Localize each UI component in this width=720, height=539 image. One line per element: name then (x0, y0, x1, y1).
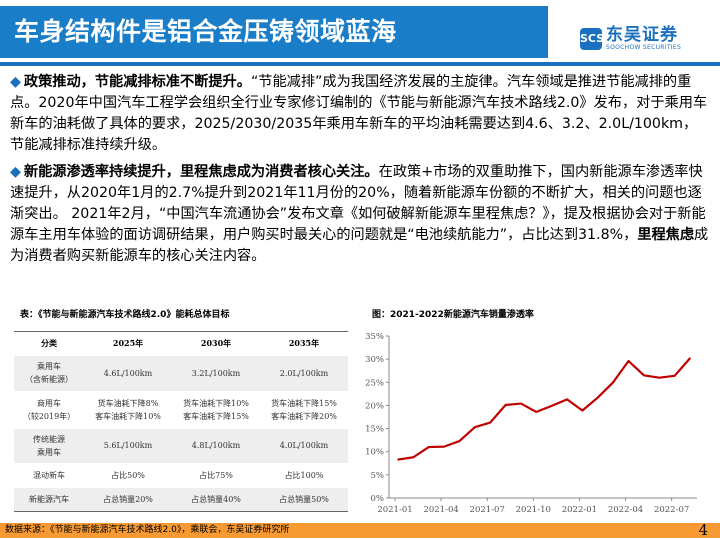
paragraph-text: 在政策+市场的双重助推下，国内新能源车渗透率快速提升，从2020年1月的2.7%… (10, 164, 706, 243)
data-point (566, 398, 568, 401)
table-cell: 4.8L/100km (172, 428, 260, 463)
data-point (412, 456, 415, 459)
chart-title: 图：2021-2022新能源汽车销量渗透率 (372, 310, 534, 320)
y-tick-label: 30% (365, 355, 384, 365)
table-cell: 占比75% (199, 470, 233, 480)
logo-cn: 东吴证券 (606, 25, 678, 45)
penetration-line-chart: 0% 5% 10% 15% 20% 25% 30% 35% 2021-01 2021-04 2021… (365, 332, 697, 515)
table-cell: 货车油耗下降15% 客车油耗下降20% (271, 398, 337, 421)
data-point (689, 357, 691, 360)
table-row: 混动新车 占比50% 占比75% 占比100% (14, 463, 348, 488)
data-point (612, 381, 614, 384)
column-header: 2035年 (288, 338, 320, 349)
table-cell: 5.6L/100km (84, 428, 173, 463)
logo-mark-icon: SCS (580, 28, 604, 50)
energy-target-table: 分类 2025年 2030年 2035年 乘用车 （含新能源） 4.6L/100km 3.2… (14, 331, 348, 512)
table-cell: 货车油耗下降8% 客车油耗下降10% (95, 398, 161, 421)
y-tick-label: 25% (365, 378, 384, 388)
paragraph-emphasis: 里程焦虑 (637, 227, 695, 243)
table-cell: 混动新车 (33, 470, 66, 480)
data-point (673, 375, 676, 377)
data-source: 数据来源：《节能与新能源汽车技术路线2.0》，乘联会，东吴证券研究所 (5, 525, 290, 535)
paragraph-heading: 政策推动，节能减排标准不断提升。 (23, 74, 251, 90)
data-point (489, 421, 492, 424)
column-header: 2030年 (200, 338, 232, 349)
data-point (474, 426, 476, 428)
page-number: 4 (698, 521, 708, 539)
footer-bar (0, 523, 720, 538)
data-point (397, 458, 399, 461)
table-cell: 货车油耗下降10% 客车油耗下降15% (183, 398, 249, 421)
table-cell: 乘用车 （含新能源） (14, 355, 85, 391)
table-cell: 3.2L/100km (172, 355, 260, 391)
y-tick-label: 0% (371, 494, 385, 504)
data-point (504, 404, 507, 406)
data-point (643, 374, 645, 377)
y-tick-label: 15% (365, 425, 384, 435)
page-title: 车身结构件是铝合金压铸领域蓝海 (0, 6, 548, 58)
y-tick-label: 10% (365, 448, 384, 458)
table-cell: 传统能源 乘用车 (14, 428, 85, 463)
table-cell: 占比100% (284, 470, 324, 480)
data-point (458, 440, 461, 442)
table-cell: 新能源汽车 (14, 487, 85, 512)
penetration-series-line (397, 357, 691, 461)
paragraph-text-end: 成为消费者购买新能源车的核心关注内容。 (10, 227, 709, 264)
column-header: 2025年 (112, 338, 144, 349)
data-point (443, 445, 445, 448)
data-point (596, 396, 599, 399)
data-point (535, 411, 538, 413)
table-cell: 4.0L/100km (260, 428, 348, 463)
data-point (658, 376, 661, 379)
paragraph-policy: ◆ 政策推动，节能减排标准不断提升。“节能减排”成为我国经济发展的主旋律。汽车领域… (10, 72, 710, 156)
table-row: 商用车 （较2019年） 货车油耗下降8% 客车油耗下降10% 货车油耗下降10% 客车油… (14, 391, 348, 429)
table-cell: 占总销量50% (260, 487, 348, 512)
table-row: 新能源汽车 占总销量20% 占总销量40% 占总销量50% (14, 487, 348, 512)
data-point (427, 446, 430, 448)
table-caption: 表：《节能与新能源汽车技术路线2.0》能耗总体目标 (20, 310, 230, 320)
x-tick-label: 2022-07 (654, 505, 689, 515)
column-header: 分类 (41, 338, 58, 349)
x-tick-label: 2022-01 (562, 505, 597, 515)
data-point (550, 405, 553, 407)
bullet-icon: ◆ (10, 74, 21, 90)
company-logo: SCS 东吴证券 SOOCHOW SECURITIES (580, 26, 681, 52)
y-tick-label: 20% (365, 401, 384, 411)
data-point (520, 402, 522, 405)
table-cell: 占比50% (111, 470, 145, 480)
paragraph-nev: ◆ 新能源渗透率持续提升，里程焦虑成为消费者核心关注。在政策+市场的双重助推下，国… (10, 162, 710, 267)
paragraph-text: “节能减排”成为我国经济发展的主旋律。汽车领域是推进节能减排的重点。2020年中… (10, 74, 708, 153)
paragraph-heading: 新能源渗透率持续提升，里程焦虑成为消费者核心关注。 (23, 164, 379, 180)
x-tick-label: 2021-04 (423, 505, 458, 515)
x-tick-label: 2021-07 (470, 505, 505, 515)
table-row: 乘用车 （含新能源） 4.6L/100km 3.2L/100km 2.0L/100km (14, 355, 348, 391)
table-row: 传统能源 乘用车 5.6L/100km 4.8L/100km 4.0L/100km (14, 428, 348, 463)
x-tick-label: 2022-04 (608, 505, 643, 515)
table-cell: 2.0L/100km (260, 355, 348, 391)
header-divider (0, 62, 720, 66)
logo-en: SOOCHOW SECURITIES (606, 44, 682, 51)
y-tick-label: 5% (371, 471, 385, 481)
x-tick-label: 2021-10 (516, 505, 551, 515)
table-cell: 4.6L/100km (84, 355, 173, 391)
table-cell: 商用车 （较2019年） (22, 398, 76, 421)
data-point (581, 409, 584, 412)
x-tick-label: 2021-01 (377, 505, 412, 515)
table-cell: 占总销量20% (84, 487, 173, 512)
bullet-icon: ◆ (10, 164, 21, 180)
data-point (627, 360, 630, 362)
y-tick-label: 35% (365, 332, 384, 342)
table-cell: 占总销量40% (172, 487, 260, 512)
